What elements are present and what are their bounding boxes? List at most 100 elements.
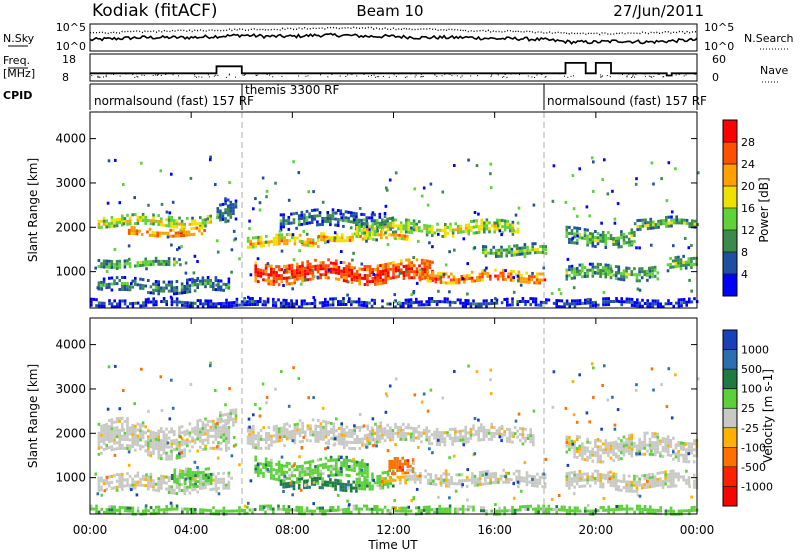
- freq-unit: [MHz]: [3, 67, 35, 80]
- echo-gate: [310, 482, 314, 486]
- echo-gate: [100, 280, 103, 284]
- echo-gate: [196, 422, 199, 426]
- echo-gate: [196, 283, 199, 286]
- echo-gate: [484, 470, 487, 474]
- echo-gate: [176, 481, 179, 484]
- echo-gate: [369, 430, 372, 434]
- echo-gate: [484, 482, 487, 486]
- echo-gate: [625, 266, 628, 270]
- echo-gate: [448, 303, 452, 307]
- echo-gate: [368, 280, 372, 284]
- echo-gate: [356, 426, 359, 429]
- echo-gate: [277, 469, 281, 473]
- echo-gate: [204, 218, 207, 222]
- echo-gate: [529, 434, 532, 438]
- echo-gate: [280, 233, 284, 237]
- echo-gate: [110, 430, 114, 434]
- echo-gate: [123, 217, 127, 221]
- echo-gate: [222, 304, 226, 308]
- echo-gate: [630, 439, 634, 443]
- echo-gate: [209, 155, 212, 159]
- echo-gate: [461, 435, 465, 439]
- echo-gate: [638, 279, 641, 283]
- echo-gate: [280, 280, 283, 284]
- echo-gate: [501, 225, 504, 229]
- echo-gate: [280, 274, 283, 278]
- echo-gate: [152, 449, 155, 453]
- colorbar-tick-label: 20: [741, 180, 755, 193]
- echo-gate: [630, 480, 634, 484]
- echo-gate: [157, 432, 160, 436]
- echo-gate: [620, 236, 623, 240]
- echo-gate: [332, 422, 336, 426]
- echo-gate: [249, 242, 252, 246]
- echo-gate: [441, 228, 444, 232]
- echo-gate: [625, 269, 628, 273]
- echo-gate: [147, 291, 150, 294]
- echo-gate: [401, 462, 404, 466]
- echo-gate: [692, 454, 696, 458]
- echo-gate: [305, 506, 309, 510]
- echo-gate: [306, 240, 310, 244]
- echo-gate: [283, 432, 286, 436]
- echo-gate: [672, 484, 675, 488]
- echo-gate: [100, 436, 103, 440]
- echo-gate: [329, 464, 333, 468]
- echo-gate: [322, 267, 325, 271]
- echo-gate: [134, 480, 137, 484]
- y-tick-label: 2000: [55, 220, 86, 234]
- echo-gate: [368, 436, 371, 439]
- echo-gate: [536, 484, 539, 488]
- echo-gate: [270, 467, 273, 471]
- echo-gate: [324, 435, 328, 439]
- echo-gate: [123, 288, 127, 291]
- nave-dot: [544, 76, 546, 78]
- echo-gate: [128, 474, 132, 478]
- colorbar-segment: [723, 120, 737, 143]
- echo-gate: [192, 232, 196, 236]
- echo-gate: [544, 245, 547, 249]
- echo-gate: [418, 229, 421, 233]
- echo-gate: [599, 445, 602, 449]
- echo-gate: [389, 221, 392, 225]
- echo-gate: [677, 264, 680, 268]
- echo-gate: [470, 229, 473, 232]
- echo-gate: [330, 427, 333, 431]
- echo-gate: [191, 471, 195, 475]
- echo-gate: [469, 433, 473, 437]
- echo-gate: [331, 214, 335, 218]
- echo-gate: [609, 234, 613, 238]
- echo-gate: [123, 419, 127, 423]
- echo-gate: [204, 285, 207, 289]
- echo-gate: [651, 305, 655, 309]
- echo-gate: [337, 438, 341, 442]
- echo-gate: [335, 277, 338, 281]
- echo-gate: [420, 303, 423, 307]
- echo-gate: [303, 473, 307, 477]
- echo-gate: [506, 436, 509, 440]
- echo-gate: [404, 478, 407, 482]
- echo-gate: [394, 425, 397, 429]
- echo-gate: [664, 443, 667, 447]
- nave-dot: [422, 75, 424, 77]
- echo-gate: [396, 434, 400, 438]
- echo-gate: [279, 304, 283, 308]
- echo-gate: [134, 301, 137, 305]
- echo-gate: [108, 481, 111, 485]
- echo-gate: [165, 436, 168, 440]
- echo-gate: [413, 477, 417, 481]
- echo-gate: [279, 222, 283, 226]
- echo-gate: [326, 483, 330, 487]
- echo-gate: [165, 283, 168, 287]
- echo-gate: [192, 226, 196, 230]
- echo-gate: [352, 486, 356, 490]
- echo-gate: [588, 268, 592, 272]
- echo-gate: [188, 290, 192, 294]
- echo-gate: [622, 486, 626, 490]
- echo-gate: [523, 476, 526, 480]
- echo-gate: [303, 222, 306, 226]
- echo-gate: [108, 302, 111, 306]
- echo-gate: [653, 432, 657, 436]
- echo-gate: [393, 466, 397, 470]
- echo-gate: [131, 279, 134, 283]
